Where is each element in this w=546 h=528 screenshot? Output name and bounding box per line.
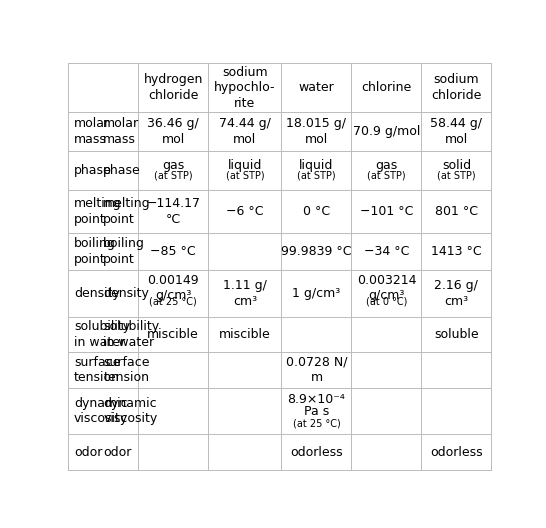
Text: miscible: miscible [147, 328, 199, 341]
Text: (at 25 °C): (at 25 °C) [150, 297, 197, 307]
Text: 801 °C: 801 °C [435, 205, 478, 218]
Text: −34 °C: −34 °C [364, 245, 409, 258]
Text: 8.9×10⁻⁴: 8.9×10⁻⁴ [288, 393, 346, 406]
Text: density: density [103, 287, 149, 300]
Text: boiling
point: boiling point [103, 237, 145, 266]
Text: 99.9839 °C: 99.9839 °C [281, 245, 352, 258]
Text: −6 °C: −6 °C [226, 205, 264, 218]
Text: liquid: liquid [299, 159, 334, 172]
Text: −114.17
°C: −114.17 °C [146, 197, 200, 225]
Text: sodium
hypochlo-
rite: sodium hypochlo- rite [214, 65, 276, 110]
Text: melting
point: melting point [74, 197, 121, 225]
Text: molar
mass: molar mass [74, 117, 110, 146]
Text: melting
point: melting point [103, 197, 151, 225]
Text: boiling
point: boiling point [74, 237, 116, 266]
Text: (at STP): (at STP) [297, 171, 336, 181]
Text: hydrogen
chloride: hydrogen chloride [144, 73, 203, 102]
Text: −85 °C: −85 °C [150, 245, 196, 258]
Text: (at STP): (at STP) [154, 171, 193, 181]
Text: soluble: soluble [434, 328, 479, 341]
Text: solubility
in water: solubility in water [74, 320, 130, 348]
Text: Pa s: Pa s [304, 404, 329, 418]
Text: solid: solid [442, 159, 471, 172]
Text: molar
mass: molar mass [103, 117, 139, 146]
Text: 58.44 g/
mol: 58.44 g/ mol [430, 117, 483, 146]
Text: solubility
in water: solubility in water [103, 320, 159, 348]
Text: chlorine: chlorine [361, 81, 412, 94]
Text: odor: odor [103, 446, 132, 459]
Text: 74.44 g/
mol: 74.44 g/ mol [219, 117, 271, 146]
Text: 1.11 g/
cm³: 1.11 g/ cm³ [223, 279, 267, 307]
Text: miscible: miscible [219, 328, 271, 341]
Text: odorless: odorless [290, 446, 343, 459]
Text: dynamic
viscosity: dynamic viscosity [103, 397, 157, 425]
Text: odor: odor [74, 446, 102, 459]
Text: surface
tension: surface tension [74, 356, 120, 384]
Text: surface
tension: surface tension [103, 356, 150, 384]
Text: 70.9 g/mol: 70.9 g/mol [353, 125, 420, 138]
Text: phase: phase [103, 164, 141, 177]
Text: (at 0 °C): (at 0 °C) [366, 297, 407, 307]
Text: sodium
chloride: sodium chloride [431, 73, 482, 102]
Text: 1 g/cm³: 1 g/cm³ [292, 287, 341, 300]
Text: 18.015 g/
mol: 18.015 g/ mol [287, 117, 347, 146]
Text: 0 °C: 0 °C [303, 205, 330, 218]
Text: (at STP): (at STP) [437, 171, 476, 181]
Text: 1413 °C: 1413 °C [431, 245, 482, 258]
Text: water: water [299, 81, 334, 94]
Text: dynamic
viscosity: dynamic viscosity [74, 397, 128, 425]
Text: 2.16 g/
cm³: 2.16 g/ cm³ [435, 279, 478, 307]
Text: density: density [74, 287, 120, 300]
Text: phase: phase [74, 164, 111, 177]
Text: liquid: liquid [228, 159, 262, 172]
Text: (at STP): (at STP) [367, 171, 406, 181]
Text: 36.46 g/
mol: 36.46 g/ mol [147, 117, 199, 146]
Text: 0.003214
g/cm³: 0.003214 g/cm³ [357, 274, 416, 302]
Text: −101 °C: −101 °C [360, 205, 413, 218]
Text: (at STP): (at STP) [225, 171, 264, 181]
Text: odorless: odorless [430, 446, 483, 459]
Text: gas: gas [375, 159, 397, 172]
Text: (at 25 °C): (at 25 °C) [293, 419, 340, 429]
Text: 0.00149
g/cm³: 0.00149 g/cm³ [147, 274, 199, 302]
Text: gas: gas [162, 159, 185, 172]
Text: 0.0728 N/
m: 0.0728 N/ m [286, 356, 347, 384]
